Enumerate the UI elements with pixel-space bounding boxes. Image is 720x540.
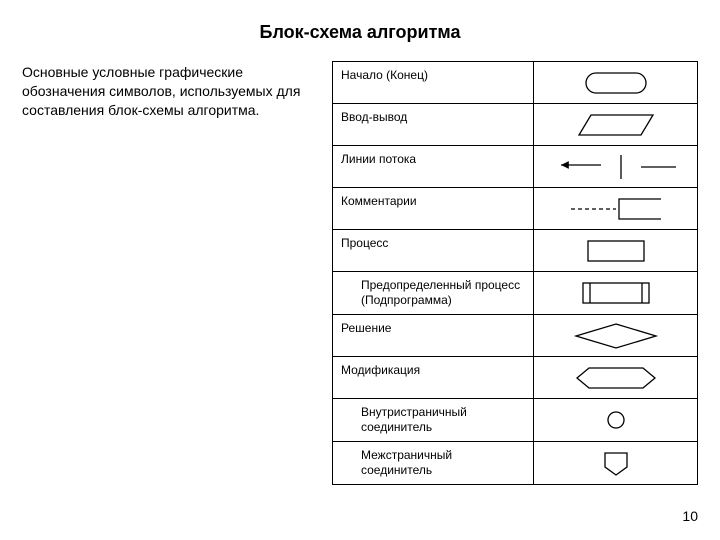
symbol-label: Модификация (333, 357, 533, 398)
table-row: Процесс (333, 230, 697, 272)
symbol-label: Комментарии (333, 188, 533, 229)
symbol-label: Процесс (333, 230, 533, 271)
symbol-label: Начало (Конец) (333, 62, 533, 103)
symbol-label: Решение (333, 315, 533, 356)
table-row: Межстраничный соединитель (333, 442, 697, 484)
flowlines-icon (533, 146, 697, 187)
comment-icon (533, 188, 697, 229)
decision-icon (533, 315, 697, 356)
symbol-label: Внутристраничный соединитель (333, 399, 533, 441)
content-area: Основные условные графические обозначени… (0, 53, 720, 485)
process-icon (533, 230, 697, 271)
table-row: Предопределенный процесс (Подпрограмма) (333, 272, 697, 315)
page-title: Блок-схема алгоритма (0, 0, 720, 53)
io-icon (533, 104, 697, 145)
table-row: Решение (333, 315, 697, 357)
symbol-table: Начало (Конец)Ввод-выводЛинии потока Ком… (332, 61, 698, 485)
symbol-label: Ввод-вывод (333, 104, 533, 145)
symbol-label: Предопределенный процесс (Подпрограмма) (333, 272, 533, 314)
table-row: Модификация (333, 357, 697, 399)
symbol-label: Линии потока (333, 146, 533, 187)
symbol-label: Межстраничный соединитель (333, 442, 533, 484)
terminator-icon (533, 62, 697, 103)
table-row: Внутристраничный соединитель (333, 399, 697, 442)
table-row: Комментарии (333, 188, 697, 230)
preparation-icon (533, 357, 697, 398)
table-row: Линии потока (333, 146, 697, 188)
table-row: Начало (Конец) (333, 62, 697, 104)
offpage-icon (533, 442, 697, 484)
connector-icon (533, 399, 697, 441)
table-row: Ввод-вывод (333, 104, 697, 146)
predefined-icon (533, 272, 697, 314)
description-text: Основные условные графические обозначени… (22, 61, 332, 485)
page-number: 10 (682, 508, 698, 524)
